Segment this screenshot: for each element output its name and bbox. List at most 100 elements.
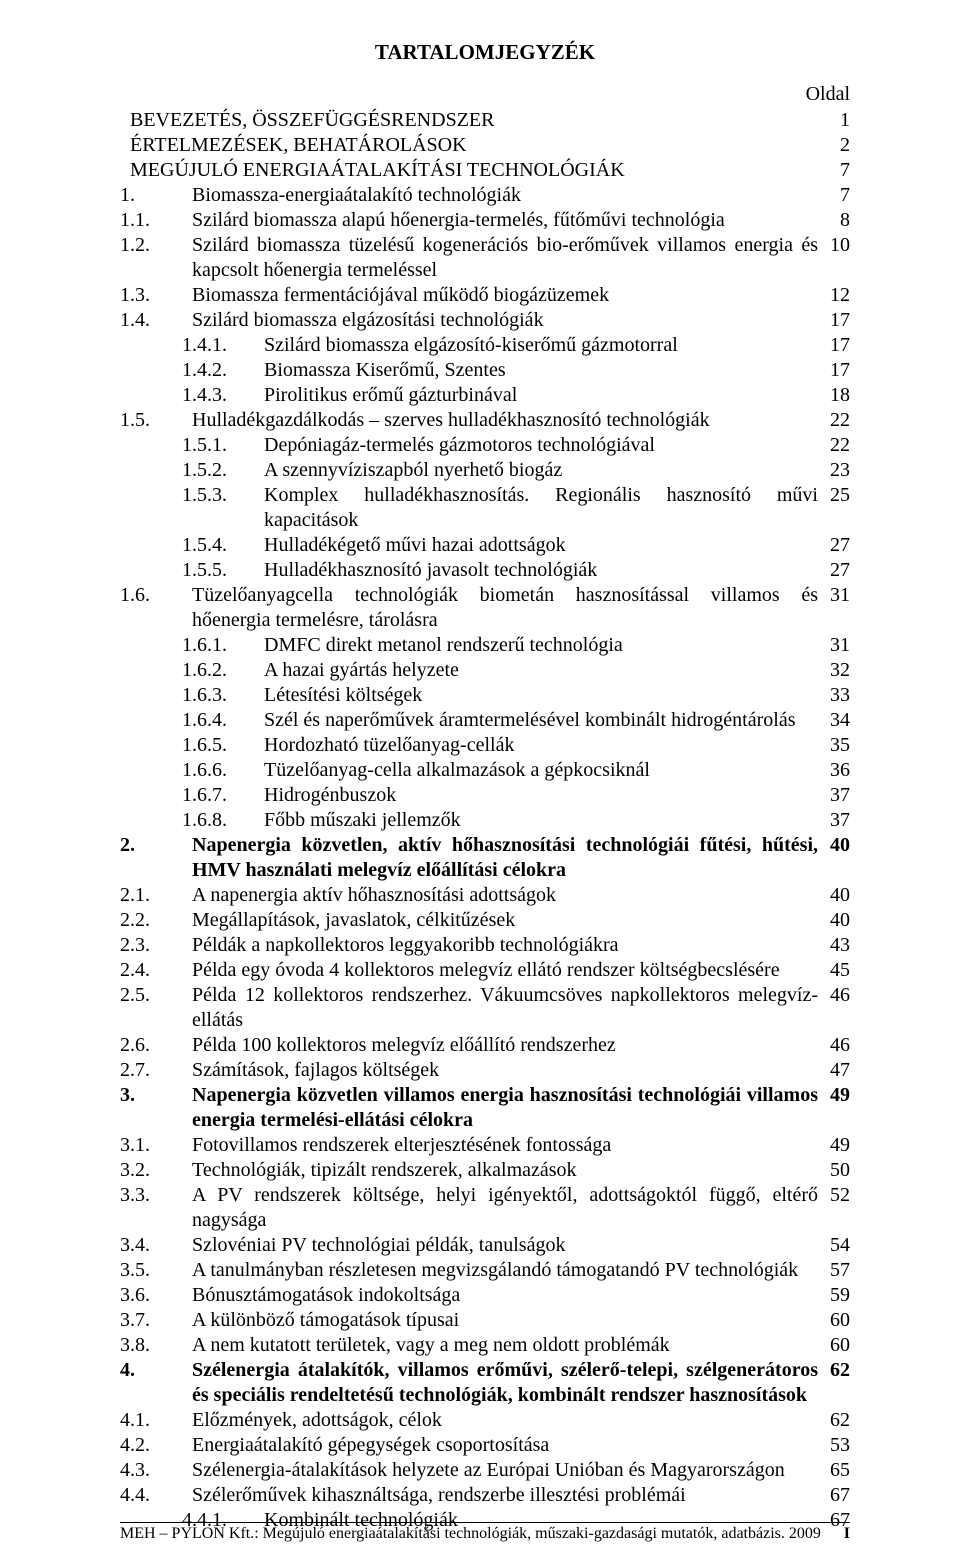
toc-entry-page: 2 xyxy=(828,133,850,158)
toc-entry-page: 25 xyxy=(818,483,850,533)
toc-entry-page: 37 xyxy=(818,808,850,833)
toc-entry-text: Biomassza Kiserőmű, Szentes xyxy=(264,358,818,383)
toc-entry-page: 1 xyxy=(828,108,850,133)
toc-entry-number: 1.5.3. xyxy=(182,483,264,533)
toc-entry-text: Napenergia közvetlen villamos energia ha… xyxy=(192,1083,818,1133)
toc-entry: 1.Biomassza-energiaátalakító technológiá… xyxy=(120,183,850,208)
toc-entry-page: 46 xyxy=(818,983,850,1033)
toc-entry-page: 22 xyxy=(818,433,850,458)
toc-entry-number: 3.8. xyxy=(120,1333,192,1358)
toc-entry-text: A PV rendszerek költsége, helyi igényekt… xyxy=(192,1183,818,1233)
toc-entry-number: 3. xyxy=(120,1083,192,1133)
toc-entry: 2.1.A napenergia aktív hőhasznosítási ad… xyxy=(120,883,850,908)
toc-entry-text: Szélenergia átalakítók, villamos erőművi… xyxy=(192,1358,818,1408)
toc-entry-number: 3.4. xyxy=(120,1233,192,1258)
toc-entry-text: Szélenergia-átalakítások helyzete az Eur… xyxy=(192,1458,818,1483)
toc-entry-number: 1.5.5. xyxy=(182,558,264,583)
toc-entry-text: Szilárd biomassza tüzelésű kogenerációs … xyxy=(192,233,818,283)
toc-entry: 2.2.Megállapítások, javaslatok, célkitűz… xyxy=(120,908,850,933)
toc-entry-number: 1.1. xyxy=(120,208,192,233)
toc-entry-number xyxy=(120,108,130,133)
toc-entry-number: 2.6. xyxy=(120,1033,192,1058)
toc-entry-text: Fotovillamos rendszerek elterjesztésének… xyxy=(192,1133,818,1158)
toc-entry-text: Bónusztámogatások indokoltsága xyxy=(192,1283,818,1308)
toc-entry-text: Hulladékgazdálkodás – szerves hulladékha… xyxy=(192,408,818,433)
toc-entry-page: 62 xyxy=(818,1408,850,1433)
toc-entry-text: Hulladékhasznosító javasolt technológiák xyxy=(264,558,818,583)
toc-entry-number: 4. xyxy=(120,1358,192,1408)
toc-entry: 2.3.Példák a napkollektoros leggyakoribb… xyxy=(120,933,850,958)
toc-entry-number: 1.5.2. xyxy=(182,458,264,483)
toc-entry-page: 36 xyxy=(818,758,850,783)
toc-entry-page: 47 xyxy=(818,1058,850,1083)
toc-entry-number: 1.6.8. xyxy=(182,808,264,833)
toc-entry-page: 18 xyxy=(818,383,850,408)
toc-entry-text: Példák a napkollektoros leggyakoribb tec… xyxy=(192,933,818,958)
toc-entry-page: 49 xyxy=(818,1133,850,1158)
toc-entry: 1.2.Szilárd biomassza tüzelésű kogenerác… xyxy=(120,233,850,283)
toc-entry-page: 49 xyxy=(818,1083,850,1133)
toc-entry-text: Megállapítások, javaslatok, célkitűzések xyxy=(192,908,818,933)
toc-entry: 1.4.3.Pirolitikus erőmű gázturbinával18 xyxy=(120,383,850,408)
toc-entry-page: 40 xyxy=(818,883,850,908)
page-title: TARTALOMJEGYZÉK xyxy=(120,40,850,65)
toc-entry-text: Szilárd biomassza alapú hőenergia-termel… xyxy=(192,208,828,233)
toc-entry-number: 1.6.6. xyxy=(182,758,264,783)
toc-entry-number: 2.2. xyxy=(120,908,192,933)
toc-entry: 2.4.Példa egy óvoda 4 kollektoros melegv… xyxy=(120,958,850,983)
toc-entry: 3.8.A nem kutatott területek, vagy a meg… xyxy=(120,1333,850,1358)
toc-entry-text: Pirolitikus erőmű gázturbinával xyxy=(264,383,818,408)
toc-entry: 1.5.Hulladékgazdálkodás – szerves hullad… xyxy=(120,408,850,433)
toc-entry: 4.2.Energiaátalakító gépegységek csoport… xyxy=(120,1433,850,1458)
toc-entry-number: 1.4.1. xyxy=(182,333,264,358)
toc-entry-page: 57 xyxy=(818,1258,850,1283)
toc-entry-page: 46 xyxy=(818,1033,850,1058)
toc-entry-page: 53 xyxy=(818,1433,850,1458)
toc-entry-number: 1.3. xyxy=(120,283,192,308)
toc-entry-number xyxy=(120,133,130,158)
toc-entry-page: 65 xyxy=(818,1458,850,1483)
toc-entry-page: 7 xyxy=(828,158,850,183)
toc-entry-text: Szilárd biomassza elgázosítási technológ… xyxy=(192,308,818,333)
toc-entry-page: 45 xyxy=(818,958,850,983)
toc-entry: 1.6.4.Szél és naperőművek áramtermelésév… xyxy=(120,708,850,733)
toc-entry-number: 4.3. xyxy=(120,1458,192,1483)
toc-entry-text: A napenergia aktív hőhasznosítási adotts… xyxy=(192,883,818,908)
toc-entry-text: Előzmények, adottságok, célok xyxy=(192,1408,818,1433)
toc-entry-text: Szél és naperőművek áramtermelésével kom… xyxy=(264,708,818,733)
toc-entry-text: Hulladékégető művi hazai adottságok xyxy=(264,533,818,558)
toc-entry-text: Tüzelőanyagcella technológiák biometán h… xyxy=(192,583,818,633)
toc-entry-number: 1.4.2. xyxy=(182,358,264,383)
toc-entry-number: 1.6.2. xyxy=(182,658,264,683)
toc-entry-text: A tanulmányban részletesen megvizsgáland… xyxy=(192,1258,818,1283)
toc-entry: 4.1.Előzmények, adottságok, célok62 xyxy=(120,1408,850,1433)
toc-entry-number: 1.6.7. xyxy=(182,783,264,808)
toc-entry: 1.6.5.Hordozható tüzelőanyag-cellák35 xyxy=(120,733,850,758)
toc-entry-text: Depóniagáz-termelés gázmotoros technológ… xyxy=(264,433,818,458)
toc-entry-number: 4.2. xyxy=(120,1433,192,1458)
toc-entry-number: 1.5.1. xyxy=(182,433,264,458)
toc-entry-page: 40 xyxy=(818,908,850,933)
toc-entry-text: Napenergia közvetlen, aktív hőhasznosítá… xyxy=(192,833,818,883)
toc-entry: 1.5.5.Hulladékhasznosító javasolt techno… xyxy=(120,558,850,583)
toc-entry-number: 1.6.4. xyxy=(182,708,264,733)
toc-entry: 3.4.Szlovéniai PV technológiai példák, t… xyxy=(120,1233,850,1258)
toc-entry-number: 2.4. xyxy=(120,958,192,983)
toc-entry: 1.6.7.Hidrogénbuszok37 xyxy=(120,783,850,808)
footer-page-number: I xyxy=(844,1525,850,1543)
toc-entry-number: 2.5. xyxy=(120,983,192,1033)
toc-entry-page: 22 xyxy=(818,408,850,433)
toc-entry: ÉRTELMEZÉSEK, BEHATÁROLÁSOK2 xyxy=(120,133,850,158)
toc-entry-page: 52 xyxy=(818,1183,850,1233)
toc-entry-page: 34 xyxy=(818,708,850,733)
toc-entry: MEGÚJULÓ ENERGIAÁTALAKÍTÁSI TECHNOLÓGIÁK… xyxy=(120,158,850,183)
toc-entry-number xyxy=(120,158,130,183)
toc-entry-number: 3.3. xyxy=(120,1183,192,1233)
toc-entry-number: 2.7. xyxy=(120,1058,192,1083)
toc-entry: 1.6.1.DMFC direkt metanol rendszerű tech… xyxy=(120,633,850,658)
toc-entry-number: 4.1. xyxy=(120,1408,192,1433)
toc-entry: BEVEZETÉS, ÖSSZEFÜGGÉSRENDSZER1 xyxy=(120,108,850,133)
toc-entry: 3.6.Bónusztámogatások indokoltsága59 xyxy=(120,1283,850,1308)
toc-entry-text: Biomassza-energiaátalakító technológiák xyxy=(192,183,828,208)
toc-entry-page: 59 xyxy=(818,1283,850,1308)
